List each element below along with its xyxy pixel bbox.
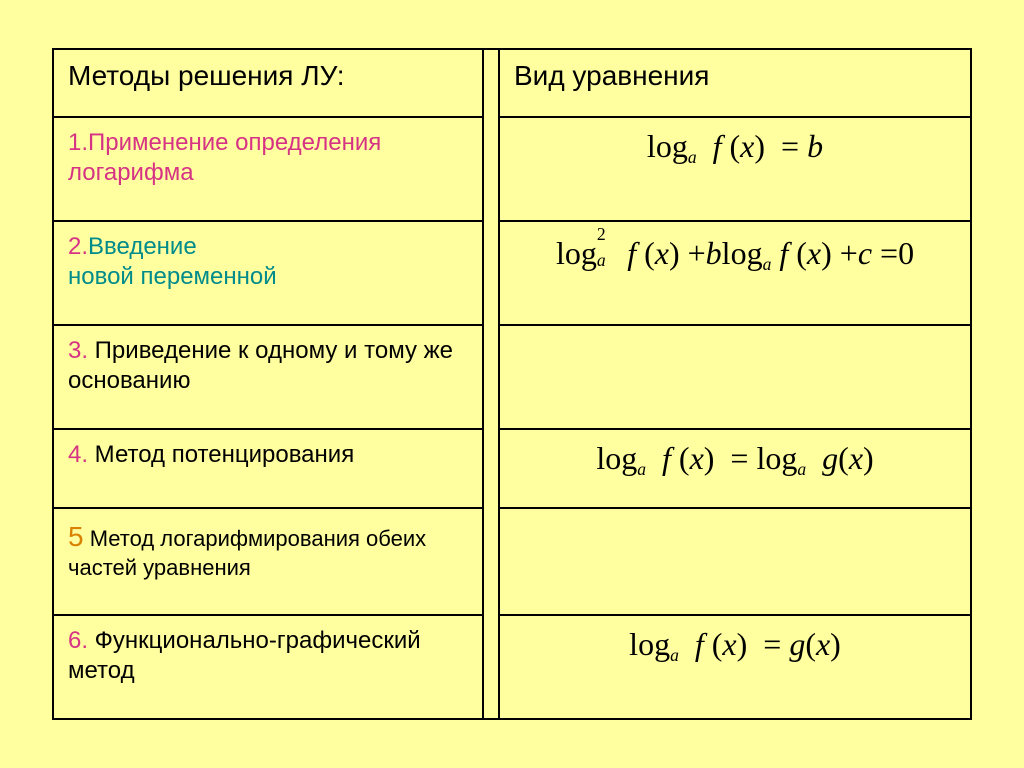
method-text: Функционально-графический метод [68, 627, 421, 684]
formula-cell-4: loga f (x) = loga g(x) [499, 429, 971, 508]
table-row: 4. Метод потенцирования loga f (x) = log… [53, 429, 971, 508]
method-text-line1: Введение [88, 233, 197, 260]
method-text: Приведение к одному и тому же основанию [68, 337, 453, 394]
method-cell-3: 3. Приведение к одному и тому же основан… [53, 325, 483, 429]
formula-cell-5 [499, 508, 971, 615]
method-cell-6: 6. Функционально-графический метод [53, 615, 483, 719]
table-row: 1.Применение определения логарифма loga … [53, 117, 971, 221]
methods-table: Методы решения ЛУ: Вид уравнения 1.Приме… [52, 48, 972, 720]
formula-cell-6: loga f (x) = g(x) [499, 615, 971, 719]
method-cell-1: 1.Применение определения логарифма [53, 117, 483, 221]
method-number: 1. [68, 129, 88, 156]
method-number: 4. [68, 441, 88, 468]
table-row: 3. Приведение к одному и тому же основан… [53, 325, 971, 429]
method-text: Применение определения логарифма [68, 129, 381, 186]
formula-cell-1: loga f (x) = b [499, 117, 971, 221]
spacer-column [483, 49, 499, 719]
method-text-line2: новой переменной [68, 263, 277, 290]
method-number: 2. [68, 233, 88, 260]
formula-cell-3 [499, 325, 971, 429]
method-number: 3. [68, 337, 88, 364]
method-cell-2: 2.Введение новой переменной [53, 221, 483, 325]
header-methods: Методы решения ЛУ: [53, 49, 483, 117]
table-row: 5 Метод логарифмирования обеих частей ур… [53, 508, 971, 615]
formula-cell-2: log2a f (x) +bloga f (x) +c =0 [499, 221, 971, 325]
method-number: 5 [68, 521, 84, 552]
method-cell-4: 4. Метод потенцирования [53, 429, 483, 508]
method-number: 6. [68, 627, 88, 654]
table-row: 6. Функционально-графический метод loga … [53, 615, 971, 719]
slide: Методы решения ЛУ: Вид уравнения 1.Приме… [0, 0, 1024, 768]
method-cell-5: 5 Метод логарифмирования обеих частей ур… [53, 508, 483, 615]
method-text: Метод потенцирования [88, 441, 354, 468]
method-text: Метод логарифмирования обеих частей урав… [68, 526, 426, 580]
table-row: 2.Введение новой переменной log2a f (x) … [53, 221, 971, 325]
table-header-row: Методы решения ЛУ: Вид уравнения [53, 49, 971, 117]
header-equation: Вид уравнения [499, 49, 971, 117]
